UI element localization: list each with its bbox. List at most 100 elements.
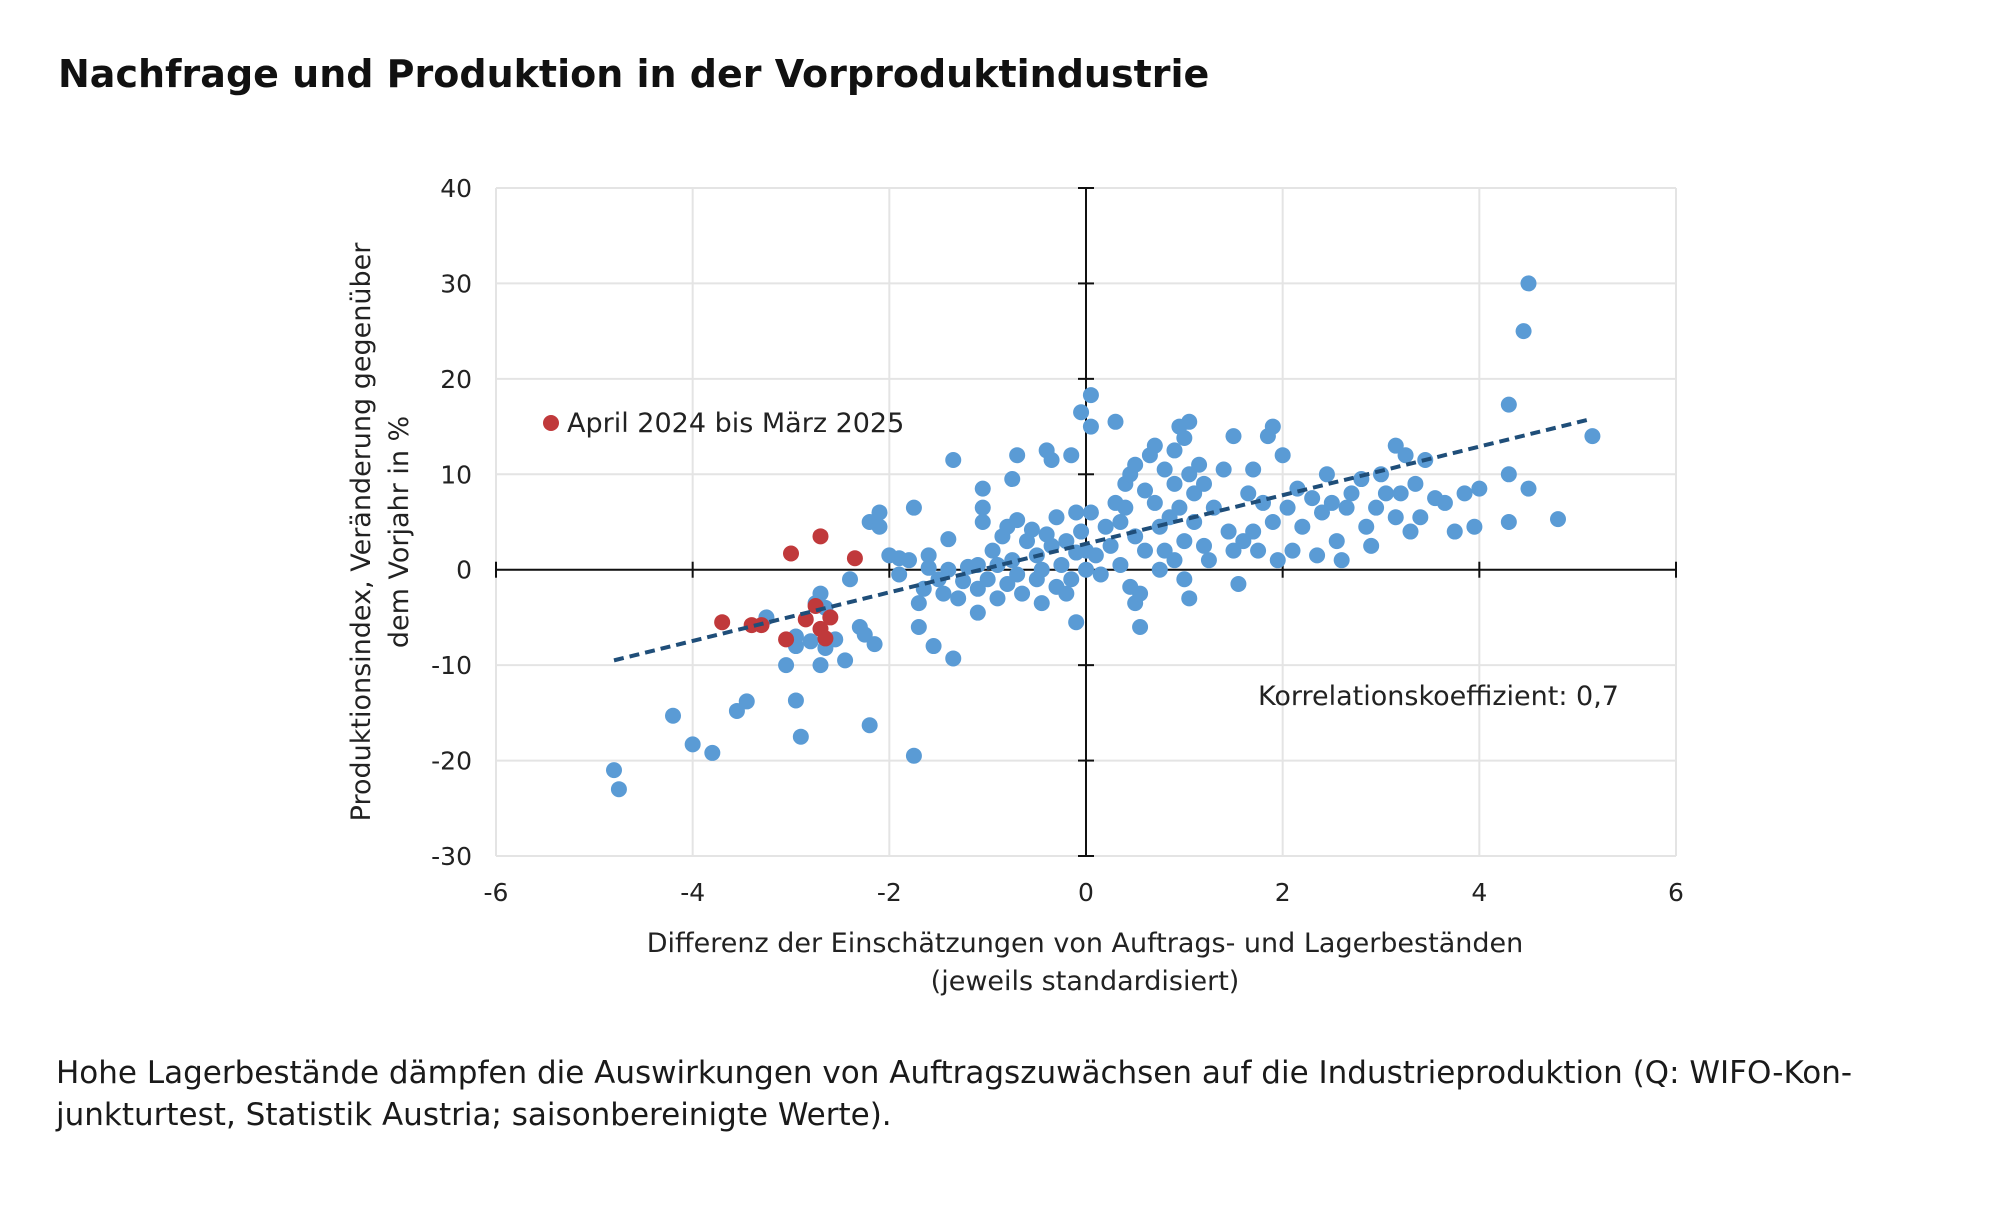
data-point [1186,485,1203,502]
data-point [945,650,962,667]
data-point [1117,499,1134,516]
y-axis-label-line1: Produktionsindex, Veränderung gegenüber [346,242,377,822]
data-point [1520,275,1537,292]
data-point [1132,618,1149,635]
data-point [1387,437,1404,454]
data-point [1053,556,1070,573]
data-point [1466,518,1483,535]
data-point [1200,552,1217,569]
data-point [1397,447,1414,464]
data-point [1048,509,1065,526]
y-tick-label: -20 [431,747,472,776]
data-point [989,590,1006,607]
data-point [974,480,991,497]
data-point [1304,490,1321,507]
data-point [1471,480,1488,497]
data-point [1407,475,1424,492]
data-point [1166,442,1183,459]
data-point [1082,387,1099,404]
data-point [1112,514,1129,530]
data-point [1284,542,1301,559]
data-point [1033,561,1050,578]
data-point [1181,413,1198,430]
x-tick-label: 2 [1275,878,1291,907]
y-tick-label: -30 [431,842,472,871]
data-point [989,556,1006,573]
data-point [1412,509,1429,526]
data-point [1584,428,1601,445]
data-point [920,559,937,576]
data-point [910,595,927,612]
data-point [1363,537,1380,554]
data-point [610,781,627,798]
data-point [1146,494,1163,511]
data-point [1176,571,1193,588]
data-point [1328,533,1345,550]
data-point [1181,466,1198,483]
data-point [787,692,804,709]
data-point [1318,466,1335,483]
data-point [1235,533,1252,550]
data-point [1314,504,1330,521]
data-point [856,626,873,643]
x-tick-label: -4 [680,878,705,907]
data-point [905,499,922,516]
data-point [1436,494,1453,511]
data-point [1274,447,1291,464]
data-point [812,585,829,602]
data-point [1073,523,1090,540]
data-point [1215,461,1232,478]
data-point [901,552,917,569]
data-point [728,702,745,719]
data-point [1264,418,1281,435]
data-point [1063,571,1080,588]
data-point [925,638,942,655]
data-point [1146,437,1163,454]
data-point [999,576,1016,593]
data-point [871,518,888,535]
data-point [1387,509,1404,526]
data-point [935,585,952,602]
data-point [1102,537,1119,554]
legend: April 2024 bis März 2025 [543,408,904,439]
data-point [1191,456,1208,473]
y-tick-label: 20 [440,365,472,394]
data-point [812,657,829,674]
data-point [1078,561,1094,578]
data-point [1520,480,1537,497]
data-point [1033,595,1050,612]
data-point [920,547,937,564]
data-point [1269,552,1286,569]
data-point [792,728,809,745]
data-point [1279,499,1296,516]
data-point [974,499,991,516]
data-point [1073,404,1090,421]
data-point [1092,566,1109,583]
data-point [802,633,819,650]
data-point [1151,561,1168,578]
data-point [1082,418,1099,435]
y-tick-label: -10 [431,651,472,680]
y-tick-labels: 40 30 20 10 0 -10 -20 -30 [431,174,472,871]
data-point [1225,428,1242,445]
y-tick-label: 30 [440,269,472,298]
data-point [974,514,991,530]
data-point [1377,485,1394,502]
data-point [1230,576,1247,593]
data-point [1264,514,1281,530]
data-point [837,652,854,669]
data-point [665,707,681,724]
data-point [1456,485,1473,502]
data-point [1245,461,1262,478]
data-point [778,657,795,674]
data-points [606,275,1601,798]
data-point [1156,542,1173,559]
data-point [606,762,622,779]
data-point [1515,323,1532,340]
data-point [905,747,922,764]
data-point [1446,523,1463,540]
data-point [1402,523,1419,540]
x-tick-label: 0 [1078,878,1094,907]
x-tick-label: -6 [484,878,509,907]
data-point [738,693,755,710]
